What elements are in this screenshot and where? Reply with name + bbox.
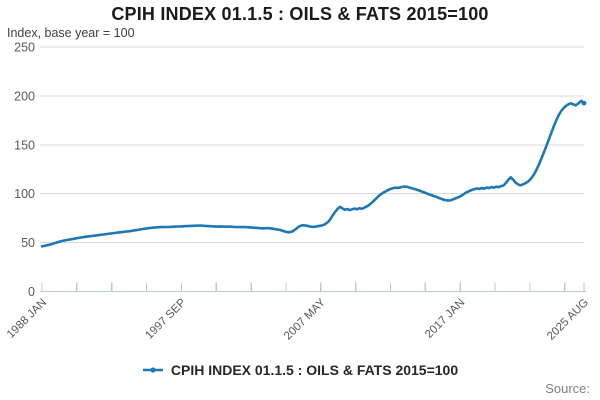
- x-tick-label-2025-aug: 2025 AUG: [545, 297, 591, 343]
- x-tick-label-1988-jan: 1988 JAN: [5, 297, 49, 341]
- y-tick-label-250: 250: [14, 41, 35, 55]
- legend: CPIH INDEX 01.1.5 : OILS & FATS 2015=100: [0, 360, 600, 380]
- x-tick-label-2007-may: 2007 MAY: [282, 296, 328, 342]
- y-tick-label-0: 0: [28, 285, 35, 299]
- legend-item[interactable]: CPIH INDEX 01.1.5 : OILS & FATS 2015=100: [142, 362, 458, 378]
- y-tick-label-100: 100: [14, 187, 35, 201]
- chart-title: CPIH INDEX 01.1.5 : OILS & FATS 2015=100: [111, 4, 489, 24]
- x-tick-label-1997-sep: 1997 SEP: [143, 296, 188, 341]
- legend-label: CPIH INDEX 01.1.5 : OILS & FATS 2015=100: [170, 362, 459, 378]
- series-endpoint-dot: [581, 100, 587, 106]
- y-tick-label-150: 150: [14, 138, 35, 152]
- x-tick-label-2017-jan: 2017 JAN: [423, 297, 467, 341]
- legend-line-marker-icon: [142, 367, 163, 373]
- y-tick-label-50: 50: [21, 236, 35, 250]
- chart-subtitle: Index, base year = 100: [7, 26, 135, 40]
- source-label: Source:: [545, 381, 590, 396]
- y-tick-label-200: 200: [14, 89, 35, 103]
- series-line-cpih-oils-fats[interactable]: [40, 99, 586, 248]
